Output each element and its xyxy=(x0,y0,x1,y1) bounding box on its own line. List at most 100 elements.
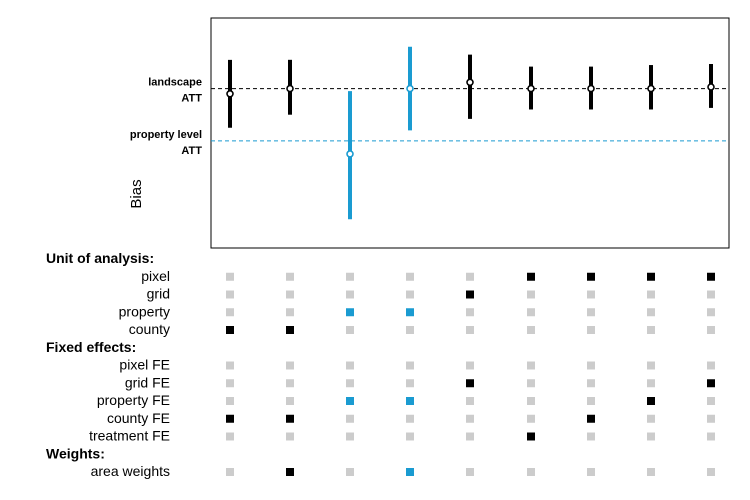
indicator-active xyxy=(527,272,535,281)
indicator-inactive xyxy=(466,326,474,334)
panel-row-label: pixel xyxy=(141,268,170,284)
indicator-inactive xyxy=(587,308,595,317)
indicator-active xyxy=(527,432,535,441)
indicator-inactive xyxy=(527,308,535,317)
indicator-inactive xyxy=(587,379,595,388)
indicator-inactive xyxy=(587,432,595,441)
indicator-inactive xyxy=(346,414,354,423)
reference-label: ATT xyxy=(181,93,202,105)
indicator-inactive xyxy=(466,308,474,317)
indicator-inactive xyxy=(346,290,354,299)
panel-row-label: pixel FE xyxy=(119,357,170,373)
indicator-inactive xyxy=(406,272,414,281)
panel-row-label: area weights xyxy=(91,463,170,479)
indicator-active xyxy=(286,326,294,334)
indicator-inactive xyxy=(286,290,294,299)
indicator-inactive xyxy=(406,432,414,441)
plot-area: landscape ATT property level ATT Bias xyxy=(128,17,730,249)
indicator-inactive xyxy=(527,468,535,476)
indicator-inactive xyxy=(286,432,294,441)
indicator-inactive xyxy=(587,290,595,299)
indicator-active xyxy=(406,308,414,317)
indicator-inactive xyxy=(587,361,595,370)
indicator-inactive xyxy=(587,468,595,476)
indicator-active xyxy=(286,414,294,423)
indicator-inactive xyxy=(286,272,294,281)
indicator-active xyxy=(406,397,414,405)
indicator-inactive xyxy=(286,361,294,370)
indicator-inactive xyxy=(466,272,474,281)
reference-label: ATT xyxy=(181,145,202,157)
indicator-inactive xyxy=(647,468,655,476)
panel-header: Fixed effects: xyxy=(46,339,136,355)
point-estimate xyxy=(466,78,474,87)
indicator-active xyxy=(346,397,354,405)
indicator-inactive xyxy=(707,432,715,441)
panel-row-label: treatment FE xyxy=(89,428,170,444)
indicator-inactive xyxy=(466,397,474,405)
indicator-inactive xyxy=(527,379,535,388)
plot-frame xyxy=(210,17,730,249)
indicator-inactive xyxy=(587,326,595,334)
indicator-inactive xyxy=(286,308,294,317)
indicator-inactive xyxy=(226,432,234,441)
indicator-inactive xyxy=(527,397,535,405)
indicator-inactive xyxy=(346,379,354,388)
indicator-active xyxy=(647,397,655,405)
point-estimate xyxy=(647,84,655,93)
point-estimate xyxy=(226,89,234,98)
indicator-active xyxy=(466,379,474,388)
indicator-active xyxy=(587,272,595,281)
indicator-inactive xyxy=(466,468,474,476)
y-axis-label: Bias xyxy=(128,179,145,208)
point-estimate xyxy=(707,83,715,91)
indicator-inactive xyxy=(707,397,715,405)
indicator-inactive xyxy=(647,326,655,334)
indicator-inactive xyxy=(707,361,715,370)
indicator-inactive xyxy=(346,432,354,441)
indicator-inactive xyxy=(466,414,474,423)
panel-row-label: county FE xyxy=(107,410,170,426)
indicator-inactive xyxy=(587,397,595,405)
indicator-active xyxy=(286,468,294,476)
panel-row-label: grid FE xyxy=(125,374,170,390)
panel-row-label: property xyxy=(119,303,170,319)
indicator-inactive xyxy=(707,308,715,317)
indicator-inactive xyxy=(346,272,354,281)
indicator-inactive xyxy=(647,290,655,299)
reference-label: property level xyxy=(130,129,202,141)
indicator-inactive xyxy=(406,326,414,334)
indicator-active xyxy=(707,272,715,281)
indicator-inactive xyxy=(286,397,294,405)
panel-header: Weights: xyxy=(46,445,105,461)
indicator-inactive xyxy=(647,361,655,370)
indicator-active xyxy=(226,414,234,423)
indicator-inactive xyxy=(226,272,234,281)
indicator-inactive xyxy=(707,326,715,334)
point-estimate xyxy=(406,84,414,93)
panel-header: Unit of analysis: xyxy=(46,250,154,266)
indicator-inactive xyxy=(406,290,414,299)
indicator-inactive xyxy=(346,361,354,370)
indicator-inactive xyxy=(527,414,535,423)
point-estimate xyxy=(527,84,535,93)
indicator-inactive xyxy=(707,414,715,423)
indicator-inactive xyxy=(226,468,234,476)
indicator-inactive xyxy=(226,308,234,317)
indicator-inactive xyxy=(466,432,474,441)
indicator-active xyxy=(466,290,474,299)
indicator-inactive xyxy=(406,414,414,423)
indicator-inactive xyxy=(406,379,414,388)
point-estimate xyxy=(587,84,595,93)
indicator-inactive xyxy=(466,361,474,370)
indicator-inactive xyxy=(707,290,715,299)
indicator-inactive xyxy=(226,361,234,370)
point-estimate xyxy=(346,150,354,158)
indicator-inactive xyxy=(527,326,535,334)
indicator-active xyxy=(707,379,715,388)
indicator-inactive xyxy=(527,290,535,299)
panel-row-label: grid xyxy=(147,286,170,302)
indicator-inactive xyxy=(226,379,234,388)
